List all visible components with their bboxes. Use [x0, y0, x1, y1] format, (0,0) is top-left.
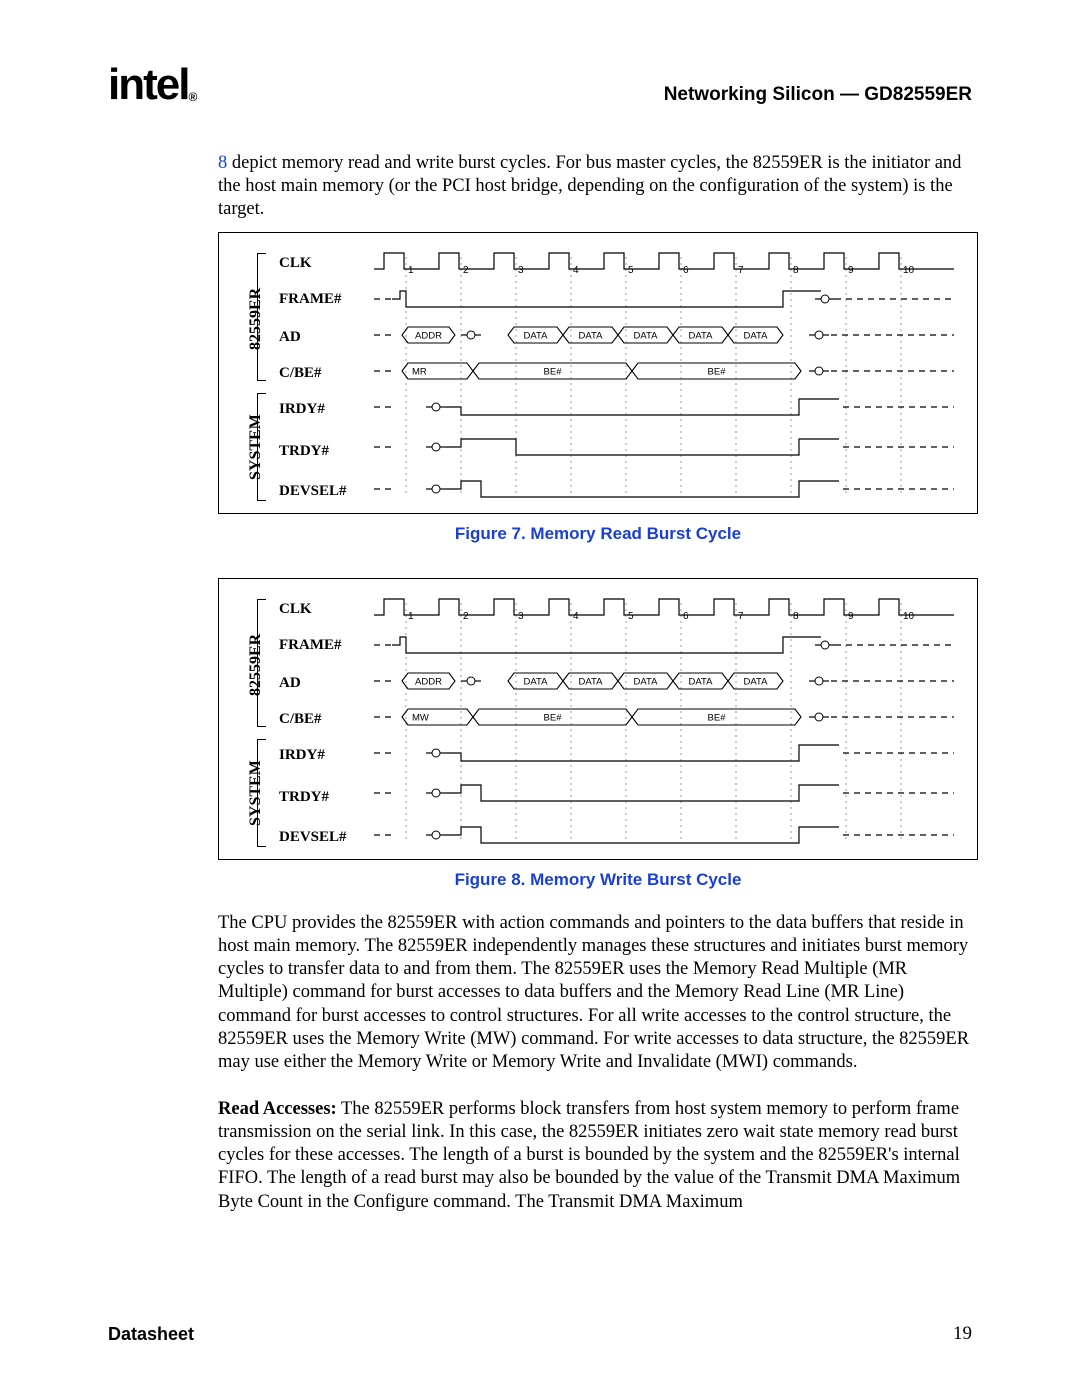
svg-text:DATA: DATA	[689, 677, 714, 688]
figure-ref-link[interactable]: 8	[218, 153, 227, 173]
svg-text:4: 4	[573, 265, 579, 276]
group-label-system: SYSTEM	[247, 414, 265, 480]
para3-lead: Read Accesses:	[218, 1099, 337, 1119]
sig-label-irdy: IRDY#	[279, 401, 325, 418]
timing-diagram-read: 82559ER SYSTEM CLK FRAME# AD C/BE# IRDY#…	[218, 232, 978, 514]
sig-label-trdy: TRDY#	[279, 443, 329, 460]
sig-label-irdy-w: IRDY#	[279, 747, 325, 764]
svg-text:9: 9	[848, 611, 854, 622]
sig-label-trdy-w: TRDY#	[279, 789, 329, 806]
svg-text:DATA: DATA	[634, 677, 659, 688]
svg-text:5: 5	[628, 265, 634, 276]
svg-text:ADDR: ADDR	[415, 677, 442, 688]
group-label-82559er-w: 82559ER	[247, 634, 265, 696]
sig-label-devsel: DEVSEL#	[279, 483, 347, 500]
para2-text: The CPU provides the 82559ER with action…	[218, 912, 978, 1074]
logo-reg: ®	[188, 90, 195, 104]
figure-8-caption: Figure 8. Memory Write Burst Cycle	[218, 870, 978, 890]
sig-label-devsel-w: DEVSEL#	[279, 829, 347, 846]
svg-text:2: 2	[463, 265, 469, 276]
document-title: Networking Silicon — GD82559ER	[664, 84, 972, 106]
waveform-area-write: 1 2 3 4 5 6 7 8 9 10 ADDR DATA DATA DATA DATA DATA MW BE#…	[374, 591, 964, 849]
page: intel® Networking Silicon — GD82559ER 8 …	[0, 0, 1080, 1397]
sig-label-ad-w: AD	[279, 675, 301, 692]
svg-text:10: 10	[903, 611, 915, 622]
sig-label-ad: AD	[279, 329, 301, 346]
sig-label-clk: CLK	[279, 255, 312, 272]
svg-text:4: 4	[573, 611, 579, 622]
svg-text:MR: MR	[412, 367, 427, 378]
paragraph-3: Read Accesses: The 82559ER performs bloc…	[218, 1098, 978, 1214]
svg-text:1: 1	[408, 265, 414, 276]
svg-text:BE#: BE#	[708, 367, 727, 378]
sig-label-clk-w: CLK	[279, 601, 312, 618]
sig-label-cbe-w: C/BE#	[279, 711, 322, 728]
waveform-area-read: 1 2 3 4 5 6 7 8 9 10 ADDR DATA DATA DATA DATA DATA MR BE#…	[374, 245, 964, 503]
svg-text:BE#: BE#	[708, 713, 727, 724]
svg-text:7: 7	[738, 265, 744, 276]
svg-text:DATA: DATA	[744, 677, 769, 688]
svg-text:DATA: DATA	[524, 331, 549, 342]
svg-text:DATA: DATA	[579, 677, 604, 688]
waveform-svg-read: 1 2 3 4 5 6 7 8 9 10 ADDR DATA DATA DATA DATA DATA MR BE#…	[374, 245, 964, 503]
svg-text:BE#: BE#	[544, 367, 563, 378]
svg-text:8: 8	[793, 611, 799, 622]
footer-left: Datasheet	[108, 1324, 194, 1345]
group-label-82559er: 82559ER	[247, 288, 265, 350]
sig-label-frame-w: FRAME#	[279, 637, 342, 654]
svg-text:1: 1	[408, 611, 414, 622]
figure-7-container: 82559ER SYSTEM CLK FRAME# AD C/BE# IRDY#…	[218, 232, 978, 544]
waveform-svg-write: 1 2 3 4 5 6 7 8 9 10 ADDR DATA DATA DATA DATA DATA MW BE#…	[374, 591, 964, 849]
svg-text:3: 3	[518, 611, 524, 622]
svg-text:DATA: DATA	[524, 677, 549, 688]
svg-text:2: 2	[463, 611, 469, 622]
svg-text:DATA: DATA	[634, 331, 659, 342]
svg-text:3: 3	[518, 265, 524, 276]
svg-text:DATA: DATA	[689, 331, 714, 342]
group-label-system-w: SYSTEM	[247, 760, 265, 826]
svg-text:6: 6	[683, 265, 689, 276]
svg-text:7: 7	[738, 611, 744, 622]
figure-8-container: 82559ER SYSTEM CLK FRAME# AD C/BE# IRDY#…	[218, 578, 978, 890]
intro-text: depict memory read and write burst cycle…	[218, 153, 961, 219]
svg-text:6: 6	[683, 611, 689, 622]
figure-7-caption: Figure 7. Memory Read Burst Cycle	[218, 524, 978, 544]
svg-text:ADDR: ADDR	[415, 331, 442, 342]
svg-text:5: 5	[628, 611, 634, 622]
svg-text:MW: MW	[412, 713, 429, 724]
paragraph-2: The CPU provides the 82559ER with action…	[218, 912, 978, 1074]
sig-label-cbe: C/BE#	[279, 365, 322, 382]
intel-logo: intel®	[108, 60, 195, 110]
timing-diagram-write: 82559ER SYSTEM CLK FRAME# AD C/BE# IRDY#…	[218, 578, 978, 860]
logo-text: intel	[108, 60, 188, 109]
intro-paragraph: 8 depict memory read and write burst cyc…	[218, 152, 978, 221]
sig-label-frame: FRAME#	[279, 291, 342, 308]
svg-text:9: 9	[848, 265, 854, 276]
svg-text:DATA: DATA	[744, 331, 769, 342]
svg-text:8: 8	[793, 265, 799, 276]
page-number: 19	[953, 1323, 972, 1345]
svg-text:BE#: BE#	[544, 713, 563, 724]
svg-text:10: 10	[903, 265, 915, 276]
svg-text:DATA: DATA	[579, 331, 604, 342]
